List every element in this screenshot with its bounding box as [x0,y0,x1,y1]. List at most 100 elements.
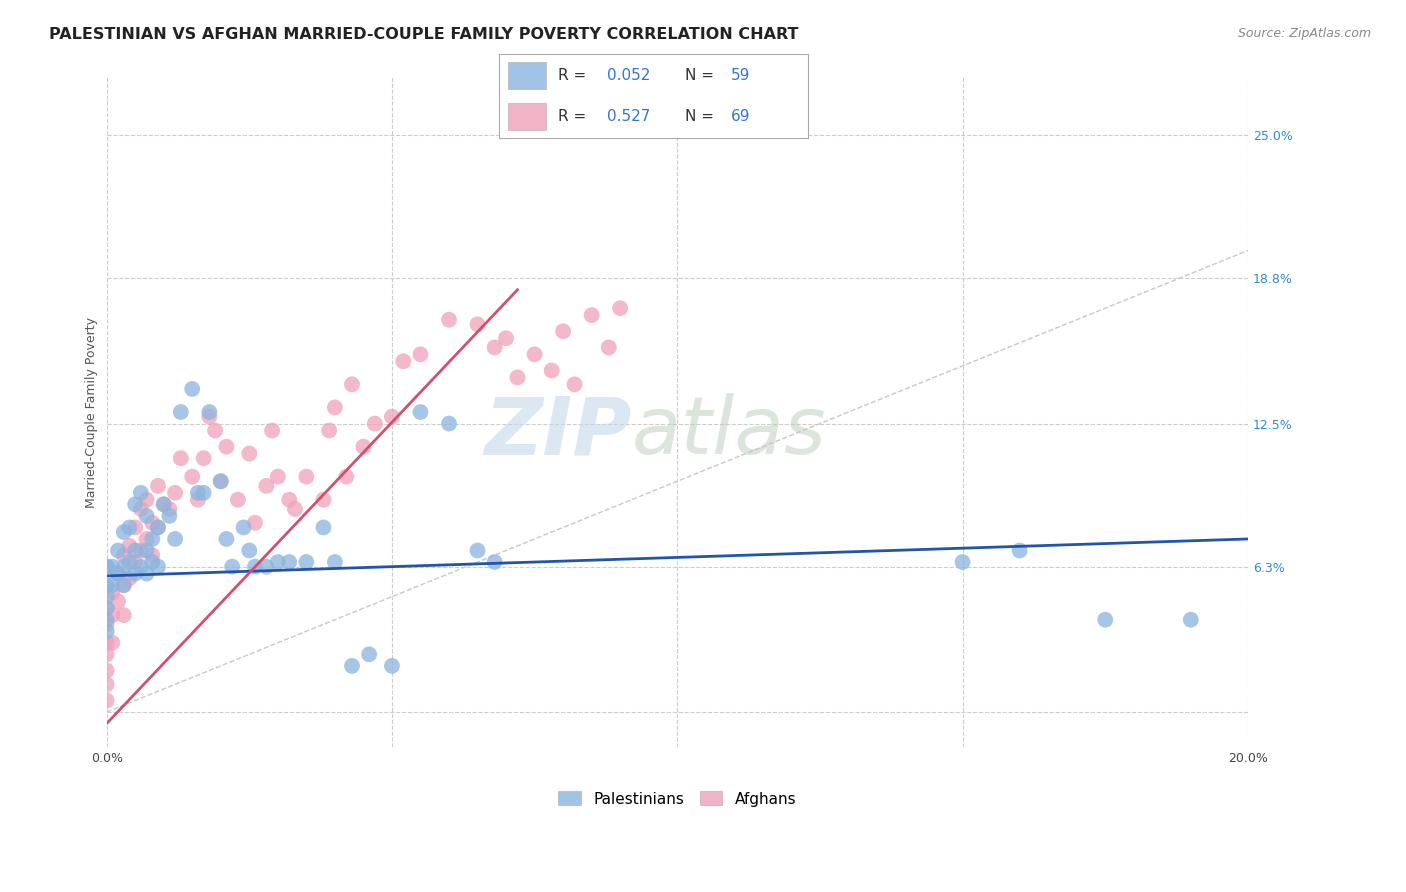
Point [146,479,169,493]
Point [124,543,146,558]
Point [409,347,432,361]
Point [553,324,575,338]
Point [96,693,118,707]
Bar [509,103,546,130]
Point [129,559,152,574]
Point [129,485,152,500]
Point [204,424,226,438]
Point [267,469,290,483]
Point [187,485,209,500]
Point [284,502,307,516]
Text: R =: R = [558,68,591,83]
Point [318,424,340,438]
Point [112,524,135,539]
Point [135,532,157,546]
Point [335,469,357,483]
Point [1094,613,1116,627]
Point [96,601,118,615]
Point [295,555,318,569]
Point [523,347,546,361]
Point [96,559,118,574]
Point [96,601,118,615]
Point [96,578,118,592]
Point [112,608,135,623]
Point [112,578,135,592]
Point [170,451,193,466]
Point [141,548,163,562]
Point [581,308,603,322]
Point [112,578,135,592]
Point [118,539,141,553]
Point [609,301,631,316]
Point [340,659,363,673]
Point [209,475,232,489]
Point [359,648,381,662]
Point [118,555,141,569]
Point [193,485,215,500]
Point [101,585,124,599]
Point [96,677,118,691]
Point [101,578,124,592]
Point [96,613,118,627]
Point [467,543,489,558]
Point [215,532,238,546]
Point [409,405,432,419]
Point [135,543,157,558]
Point [198,409,221,424]
Point [152,497,174,511]
Point [267,555,290,569]
Point [381,409,404,424]
Point [484,340,506,354]
Text: atlas: atlas [631,393,827,471]
Point [152,497,174,511]
Point [96,636,118,650]
Text: 69: 69 [731,109,751,124]
Point [165,532,187,546]
Point [506,370,529,384]
Point [181,382,204,396]
Point [564,377,586,392]
Point [129,502,152,516]
Point [165,485,187,500]
Point [96,624,118,639]
Point [96,559,118,574]
Bar [509,62,546,89]
Text: 0.052: 0.052 [607,68,651,83]
Point [181,469,204,483]
Text: 0.527: 0.527 [607,109,651,124]
Point [952,555,974,569]
Point [141,516,163,530]
Point [254,559,277,574]
Point [262,424,284,438]
Point [278,555,301,569]
Point [135,508,157,523]
Point [295,469,318,483]
Point [221,559,243,574]
Point [96,664,118,678]
Point [129,543,152,558]
Point [215,440,238,454]
Point [243,559,266,574]
Point [381,659,404,673]
Text: ZIP: ZIP [484,393,631,471]
Point [101,608,124,623]
Point [238,543,260,558]
Point [112,548,135,562]
Point [141,532,163,546]
Point [96,617,118,632]
Point [135,492,157,507]
Point [101,559,124,574]
Point [146,559,169,574]
Point [107,566,129,581]
Point [107,566,129,581]
Y-axis label: Married-Couple Family Poverty: Married-Couple Family Poverty [86,317,98,508]
Point [340,377,363,392]
Text: N =: N = [685,109,718,124]
Point [107,543,129,558]
Point [135,566,157,581]
Point [170,405,193,419]
Point [1180,613,1202,627]
Point [124,520,146,534]
Point [107,594,129,608]
Point [352,440,374,454]
